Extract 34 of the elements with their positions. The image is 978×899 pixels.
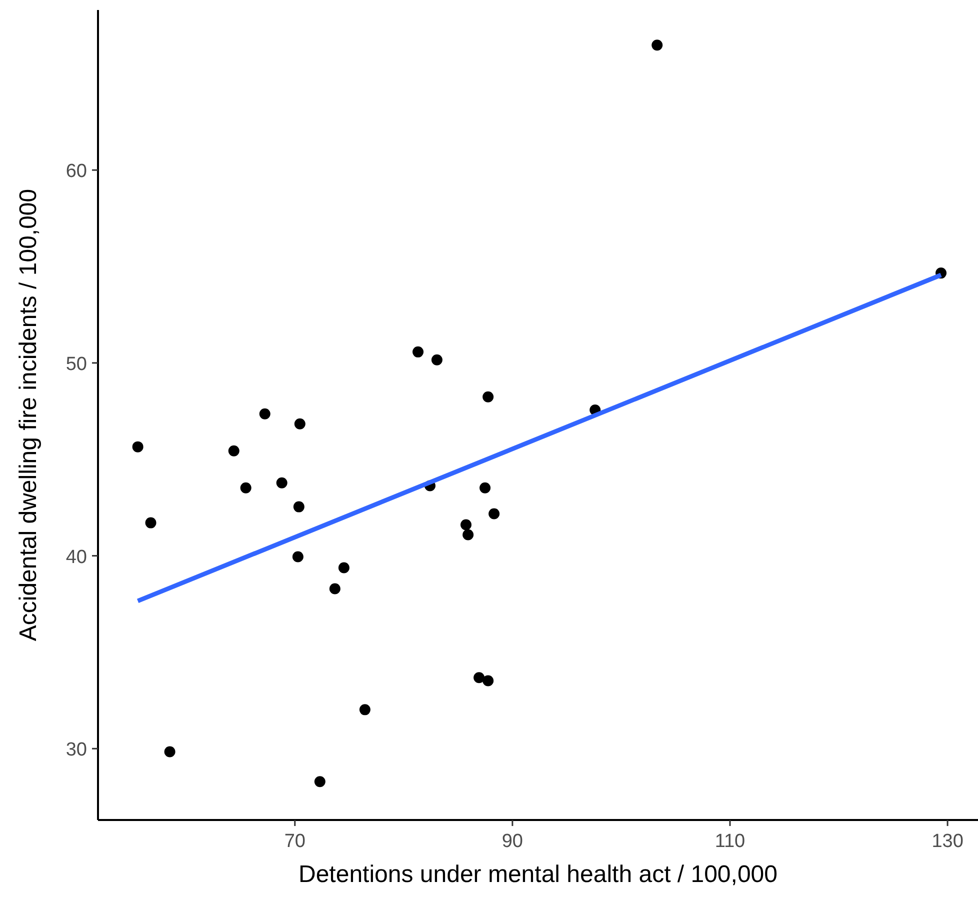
- point: [460, 519, 472, 530]
- point: [359, 704, 370, 716]
- y-tick-label: 40: [66, 546, 87, 568]
- point: [482, 391, 494, 402]
- y-tick-label: 30: [66, 740, 87, 761]
- point: [228, 445, 240, 456]
- point: [259, 408, 270, 420]
- point: [431, 354, 442, 366]
- point: [480, 482, 491, 494]
- x-tick-label: 130: [932, 831, 964, 852]
- point: [292, 551, 304, 562]
- point: [412, 346, 424, 358]
- point: [145, 517, 156, 528]
- x-tick-label: 70: [284, 831, 306, 852]
- point: [240, 482, 252, 494]
- point: [329, 583, 340, 594]
- y-axis-title: Accidental dwelling fire incidents / 100,000: [15, 188, 42, 642]
- point: [338, 562, 350, 574]
- point: [293, 501, 304, 512]
- point: [132, 441, 144, 452]
- y-tick-label: 60: [66, 161, 87, 182]
- point: [314, 776, 326, 788]
- point: [276, 477, 288, 488]
- point: [164, 746, 176, 758]
- point: [488, 508, 500, 520]
- x-tick-label: 90: [502, 831, 524, 852]
- point: [474, 672, 485, 684]
- x-tick-label: 110: [714, 831, 746, 852]
- point: [482, 675, 494, 686]
- point: [652, 40, 663, 51]
- point: [294, 418, 306, 430]
- x-axis-title: Detentions under mental health act / 100,000: [298, 861, 778, 888]
- y-tick-label: 50: [66, 354, 87, 375]
- point: [462, 529, 474, 540]
